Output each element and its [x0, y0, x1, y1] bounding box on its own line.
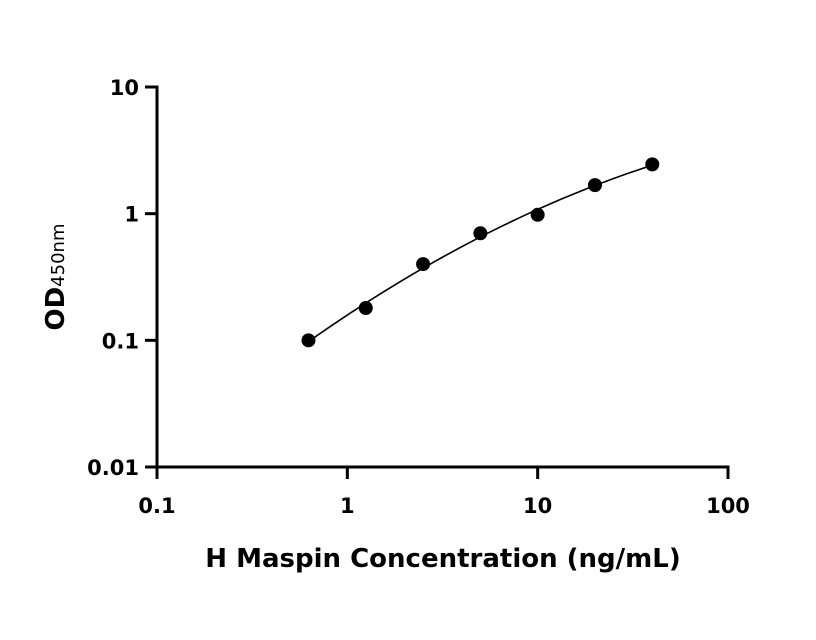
x-ticks: 0.1 1 10 100 — [138, 467, 750, 518]
axes — [155, 85, 730, 469]
y-tick-label: 0.1 — [102, 329, 139, 353]
data-point — [587, 178, 602, 193]
x-tick-label: 0.1 — [138, 494, 175, 518]
x-tick-label: 10 — [523, 494, 552, 518]
fit-curve — [308, 164, 653, 343]
x-axis-label: H Maspin Concentration (ng/mL) — [205, 544, 680, 574]
y-axis-label: OD450nm — [41, 224, 71, 331]
y-tick-label: 0.01 — [87, 456, 139, 480]
y-axis-label-main: OD — [41, 287, 71, 331]
y-tick-label: 10 — [110, 76, 139, 100]
data-point — [473, 226, 488, 241]
data-points — [301, 157, 660, 348]
x-tick-label: 100 — [706, 494, 750, 518]
y-ticks: 0.01 0.1 1 10 — [87, 76, 157, 480]
x-tick-label: 1 — [340, 494, 355, 518]
data-point — [530, 207, 545, 222]
y-axis-label-subscript: 450nm — [48, 224, 69, 287]
data-point — [645, 157, 660, 172]
data-point — [416, 257, 431, 272]
y-tick-label: 1 — [124, 203, 139, 227]
data-point — [358, 300, 373, 315]
data-point — [301, 333, 316, 348]
